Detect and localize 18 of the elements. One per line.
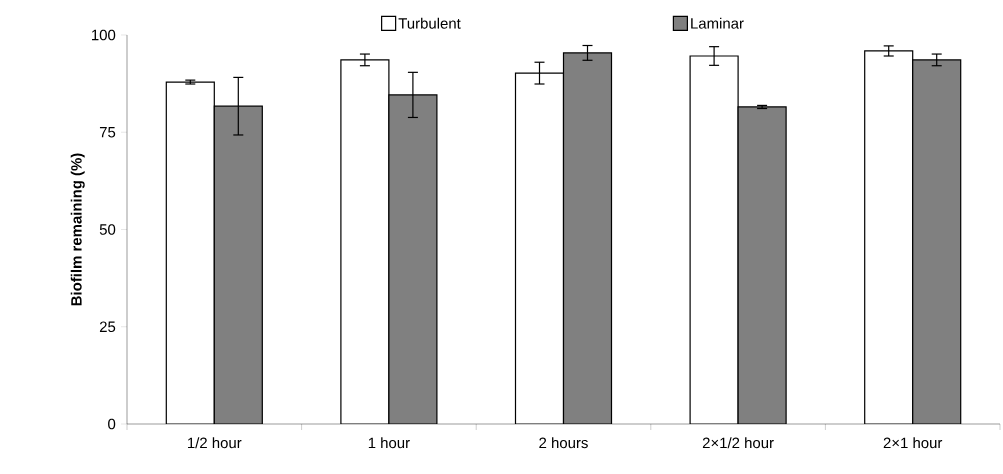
bar — [737, 106, 787, 424]
bar — [213, 105, 263, 424]
y-tick-label: 75 — [99, 127, 116, 138]
bar — [912, 59, 962, 424]
y-axis-title: Biofilm remaining (%) — [70, 153, 85, 306]
y-tick-label: 0 — [108, 418, 116, 430]
x-tick-label: 2 hours — [539, 437, 588, 449]
bar — [388, 94, 438, 424]
x-tick-label: 1 hour — [368, 437, 410, 449]
x-tick-label: 2×1 hour — [883, 437, 943, 449]
legend-label: Laminar — [691, 17, 744, 29]
y-tick-label: 100 — [92, 29, 116, 41]
y-tick-label: 25 — [99, 321, 116, 333]
y-tick-label: 50 — [99, 224, 116, 235]
text: Turbulent — [398, 17, 461, 29]
bar — [562, 52, 613, 424]
x-tick-label: 1/2 hour — [188, 437, 242, 449]
x-tick-label: 2×1/2 hour — [702, 437, 774, 449]
